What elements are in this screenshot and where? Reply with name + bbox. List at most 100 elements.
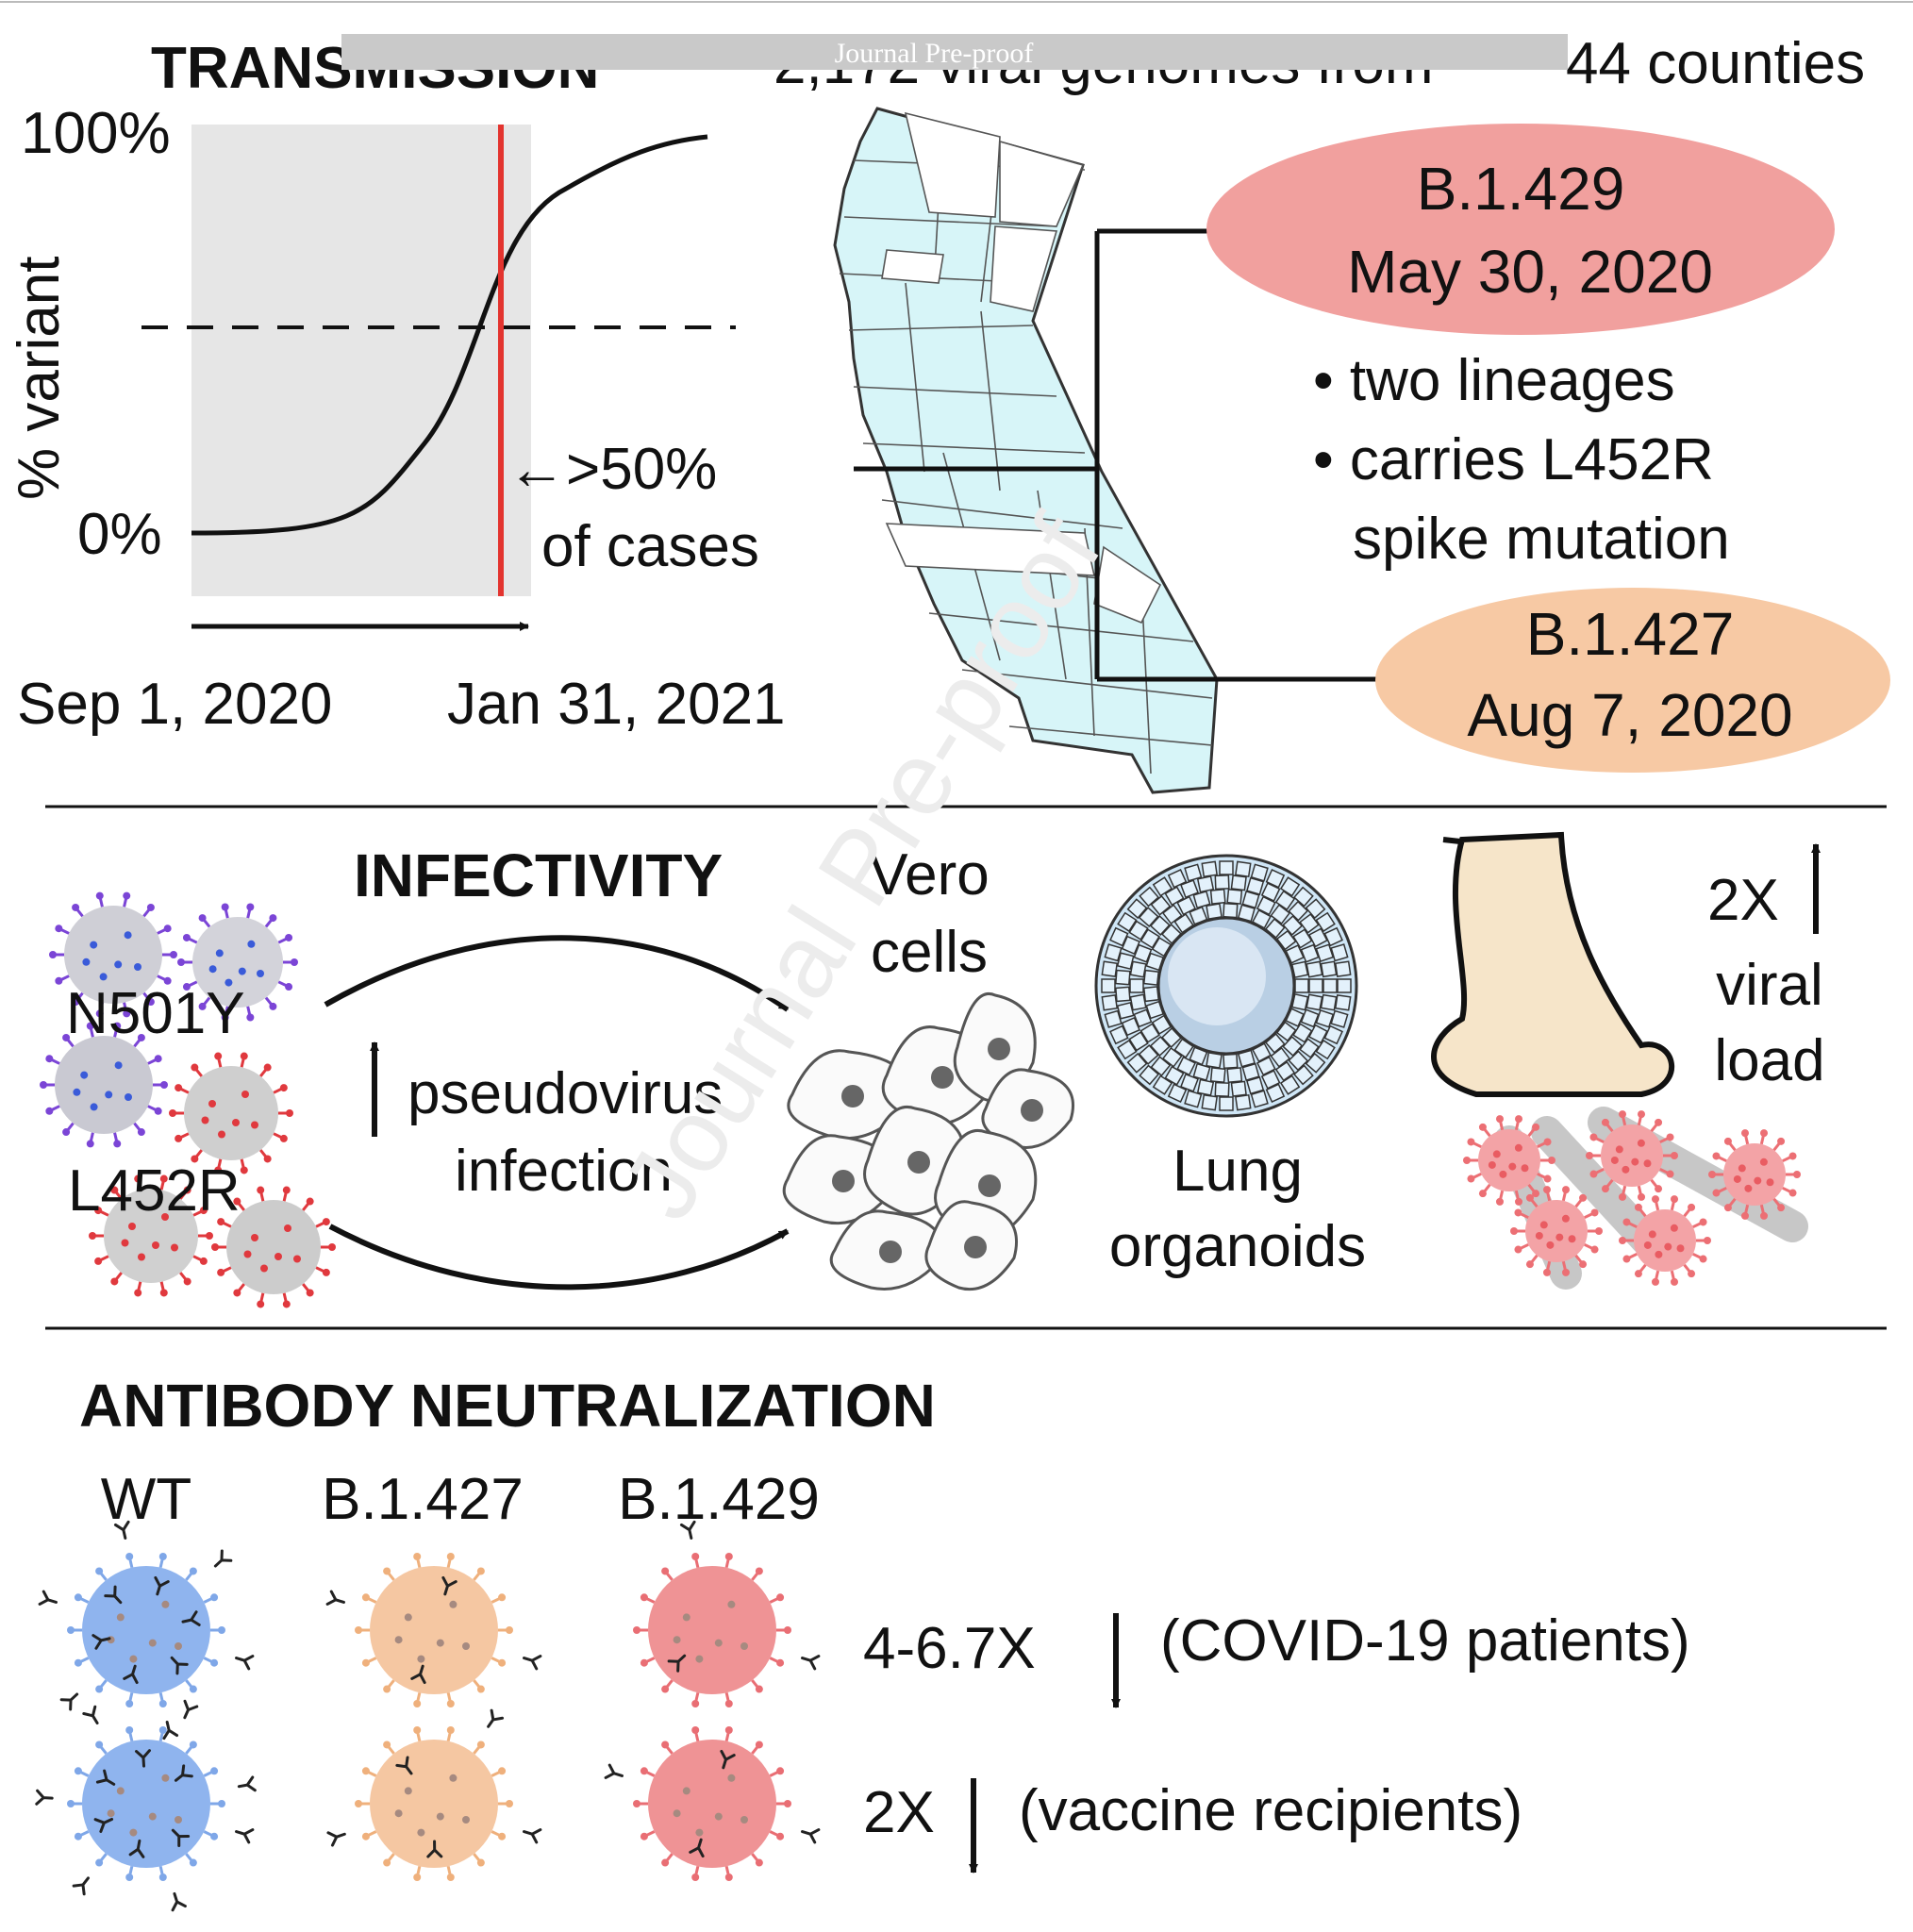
organoid-cell <box>1256 895 1276 916</box>
organoid-cell <box>1121 935 1140 956</box>
b1429-name: B.1.429 <box>1417 155 1625 223</box>
organoid-cell <box>1292 886 1314 908</box>
organoid-cell <box>1164 886 1185 907</box>
bullet-1: • two lineages <box>1313 348 1675 413</box>
organoid-cell <box>1315 911 1336 933</box>
organoid-cell <box>1256 1056 1276 1076</box>
organoid-cell <box>1121 1016 1140 1037</box>
organoid-cell <box>1149 915 1171 936</box>
virus-l452r-2 <box>89 1174 213 1297</box>
organoid-cell <box>1299 913 1320 934</box>
organoid-cell <box>1133 943 1153 963</box>
antibody-icon <box>604 1763 626 1784</box>
organoid-cell <box>1142 969 1160 986</box>
virus-l452r-3 <box>211 1186 336 1308</box>
vero-line2: cells <box>871 920 988 985</box>
organoid-cell <box>1150 894 1172 916</box>
organoid-cell <box>1246 1076 1265 1095</box>
vero-cell <box>782 1134 896 1225</box>
antibody-icon <box>798 1824 821 1844</box>
organoid-cell <box>1230 874 1247 891</box>
organoid-cell <box>1126 898 1148 920</box>
antibody-icon <box>59 1688 83 1711</box>
x-start-label: Sep 1, 2020 <box>17 672 332 737</box>
antibody-icon <box>166 1890 187 1912</box>
organoid-cell <box>1241 1062 1260 1081</box>
organoid-cell <box>1214 1081 1230 1097</box>
organoid-cell <box>1300 1008 1320 1028</box>
organoid-cell <box>1292 928 1313 949</box>
b1429-ellipse <box>1206 124 1835 335</box>
organoid-cell <box>1192 1062 1211 1081</box>
row1-group: (COVID-19 patients) <box>1160 1608 1690 1674</box>
organoid-cell <box>1308 978 1323 993</box>
organoid-cell <box>1152 1074 1173 1095</box>
organoid-cell <box>1116 952 1135 971</box>
vero-cells-illustration <box>782 992 1075 1291</box>
virus-n501y-3 <box>40 1022 168 1148</box>
pseudovirus-line2: infection <box>455 1139 673 1204</box>
organoid-cell <box>1101 994 1119 1011</box>
organoid-cell <box>1115 986 1131 1003</box>
organoid-cell <box>1138 1044 1159 1065</box>
y-bottom-label: 0% <box>77 502 162 567</box>
organoid-cell <box>1116 1001 1135 1020</box>
organoid-cell <box>1201 1093 1218 1111</box>
threshold-label-line2: of cases <box>541 514 759 579</box>
organoid-cell <box>1109 926 1129 947</box>
organoid-cell <box>1235 1093 1252 1111</box>
virus-b1427-row2 <box>326 1708 542 1881</box>
organoid-cell <box>1129 978 1144 993</box>
organoid-cell <box>1323 926 1343 947</box>
vero-line1: Vero <box>869 842 990 908</box>
load-line2: viral <box>1716 953 1823 1018</box>
organoid-cell <box>1206 1052 1223 1069</box>
virus-wt-row1 <box>38 1520 255 1740</box>
organoid-cell <box>1133 1008 1153 1028</box>
organoid-cell <box>1219 1096 1234 1111</box>
lung-organoid <box>1094 854 1358 1118</box>
organoid-cell <box>1320 960 1338 978</box>
organoid-cell <box>1246 876 1265 895</box>
organoid-cell <box>1126 1052 1148 1074</box>
bullet-2: • carries L452R <box>1313 427 1714 492</box>
organoid-cell <box>1138 907 1159 927</box>
breath-plume <box>1463 1107 1808 1290</box>
organoid-cell <box>1139 1023 1160 1043</box>
organoid-cell <box>1128 920 1149 941</box>
row1-fold: 4-6.7X <box>863 1616 1036 1681</box>
organoid-cell <box>1196 875 1215 893</box>
antibody-icon <box>481 1708 505 1732</box>
organoid-cell <box>1330 943 1349 962</box>
organoid-cell <box>1315 1039 1336 1060</box>
organoid-cell <box>1305 1052 1326 1074</box>
antibody-icon <box>520 1650 542 1671</box>
variant-virus-cluster <box>40 891 336 1308</box>
organoid-cell <box>1265 1083 1286 1103</box>
organoid-cell <box>1139 1064 1160 1086</box>
organoid-cell <box>1209 888 1226 905</box>
organoid-cell <box>1299 1038 1320 1058</box>
organoid-cell <box>1192 891 1211 909</box>
organoid-cell <box>1117 911 1138 933</box>
organoid-cell <box>1241 891 1260 909</box>
y-top-label: 100% <box>21 101 171 166</box>
organoid-cell <box>1330 1009 1349 1028</box>
arrow-to-vero-bottom <box>328 1224 790 1291</box>
organoid-cell <box>1288 1050 1309 1072</box>
organoid-cell <box>1292 1064 1314 1086</box>
virus-b1427-row1 <box>325 1553 542 1707</box>
organoid-cell <box>1150 1056 1172 1077</box>
lineage-tree <box>854 228 1377 682</box>
white-counties <box>881 111 1162 625</box>
organoid-cell <box>1206 903 1223 920</box>
organoid-cell <box>1167 869 1188 889</box>
organoid-cell <box>1270 904 1291 925</box>
antibody-icon <box>325 1590 348 1610</box>
n501y-label: N501Y <box>66 981 245 1046</box>
organoid-cell <box>1279 876 1301 897</box>
organoid-cell <box>1101 960 1119 977</box>
organoid-cell <box>1184 863 1203 882</box>
exhaled-virus <box>1510 1186 1603 1276</box>
chart-shaded-region <box>191 125 531 596</box>
